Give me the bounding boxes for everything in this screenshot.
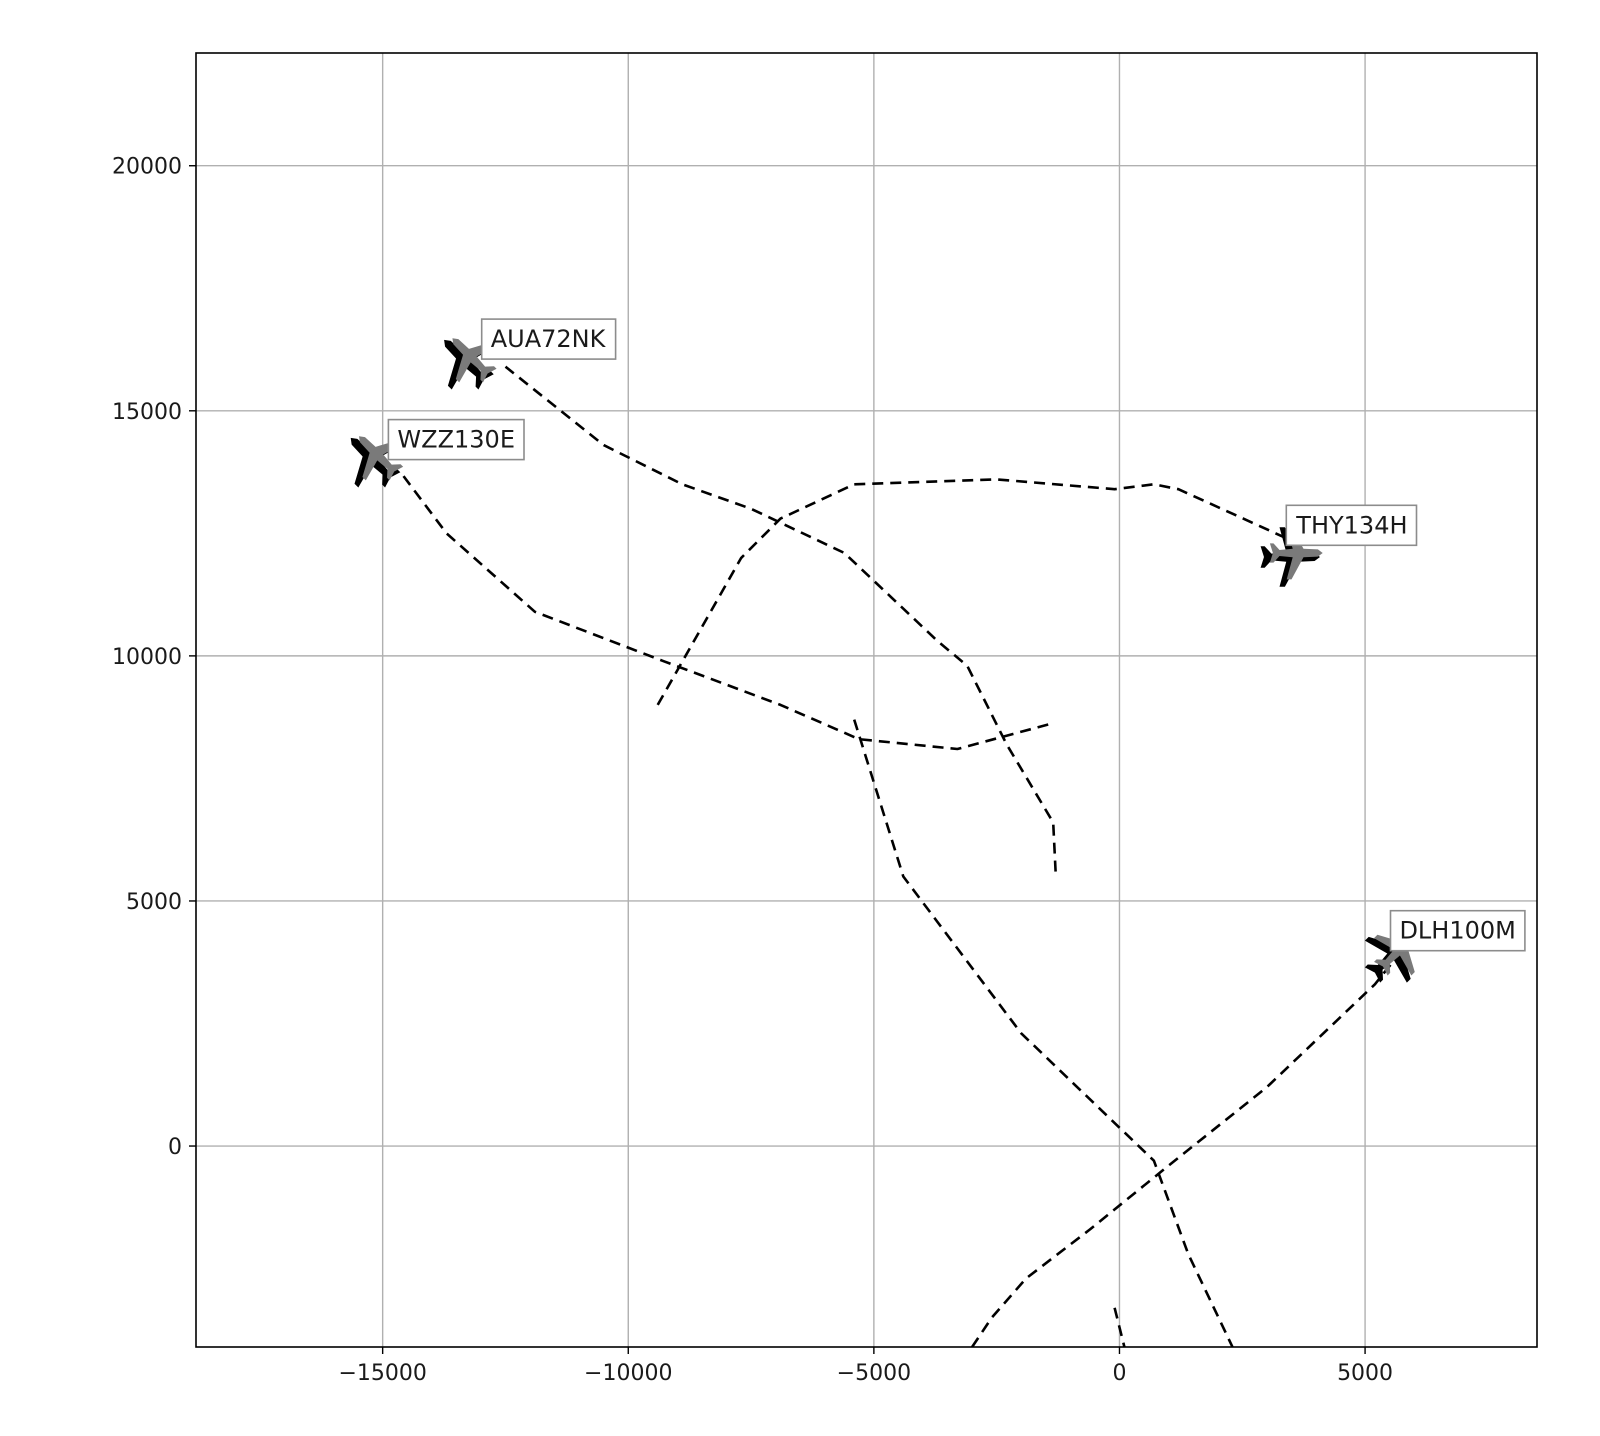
- plot-frame: [195, 52, 1538, 1348]
- flight-track-wzz130e: [401, 473, 1049, 751]
- flight-labels: AUA72NK WZZ130E THY134H DLH100M: [387, 318, 1526, 952]
- flight-tracks: [401, 365, 1396, 1347]
- x-tick-label: 5000: [1337, 1361, 1393, 1386]
- flight-track-unlabeled-5: [1113, 1307, 1126, 1347]
- y-tick-label: 10000: [112, 645, 182, 670]
- flight-label-box: [480, 318, 617, 360]
- x-tick-label: 0: [1112, 1361, 1126, 1386]
- flight-label-text: DLH100M: [1399, 917, 1515, 945]
- flight-label: THY134H: [1285, 504, 1418, 547]
- flight-label: AUA72NK: [480, 318, 617, 360]
- grid: [196, 53, 1537, 1347]
- flight-label: WZZ130E: [387, 418, 525, 461]
- flight-label-text: THY134H: [1295, 511, 1407, 539]
- x-tick-label: −10000: [584, 1361, 672, 1386]
- axis-ticks: −15000 −10000 −5000 0 5000 0 5000 10000 15000 200…: [112, 155, 1393, 1386]
- flight-track-thy134h: [656, 478, 1288, 706]
- flight-label-box: [1389, 909, 1526, 952]
- flight-label: DLH100M: [1389, 909, 1526, 952]
- x-tick-label: −5000: [837, 1361, 911, 1386]
- flight-label-box: [387, 418, 525, 461]
- flight-track-dlh100m: [971, 958, 1396, 1347]
- airplane-icon: [1260, 526, 1323, 587]
- y-tick-label: 0: [168, 1135, 182, 1160]
- flight-label-text: WZZ130E: [397, 426, 515, 454]
- x-tick-label: −15000: [338, 1361, 426, 1386]
- flight-track-unlabeled-4: [852, 719, 1234, 1347]
- flight-label-box: [1285, 504, 1418, 547]
- y-tick-label: 5000: [126, 890, 182, 915]
- y-tick-label: 20000: [112, 155, 182, 180]
- y-tick-label: 15000: [112, 400, 182, 425]
- flight-track-aua72nk: [504, 365, 1057, 872]
- flight-label-text: AUA72NK: [491, 325, 607, 353]
